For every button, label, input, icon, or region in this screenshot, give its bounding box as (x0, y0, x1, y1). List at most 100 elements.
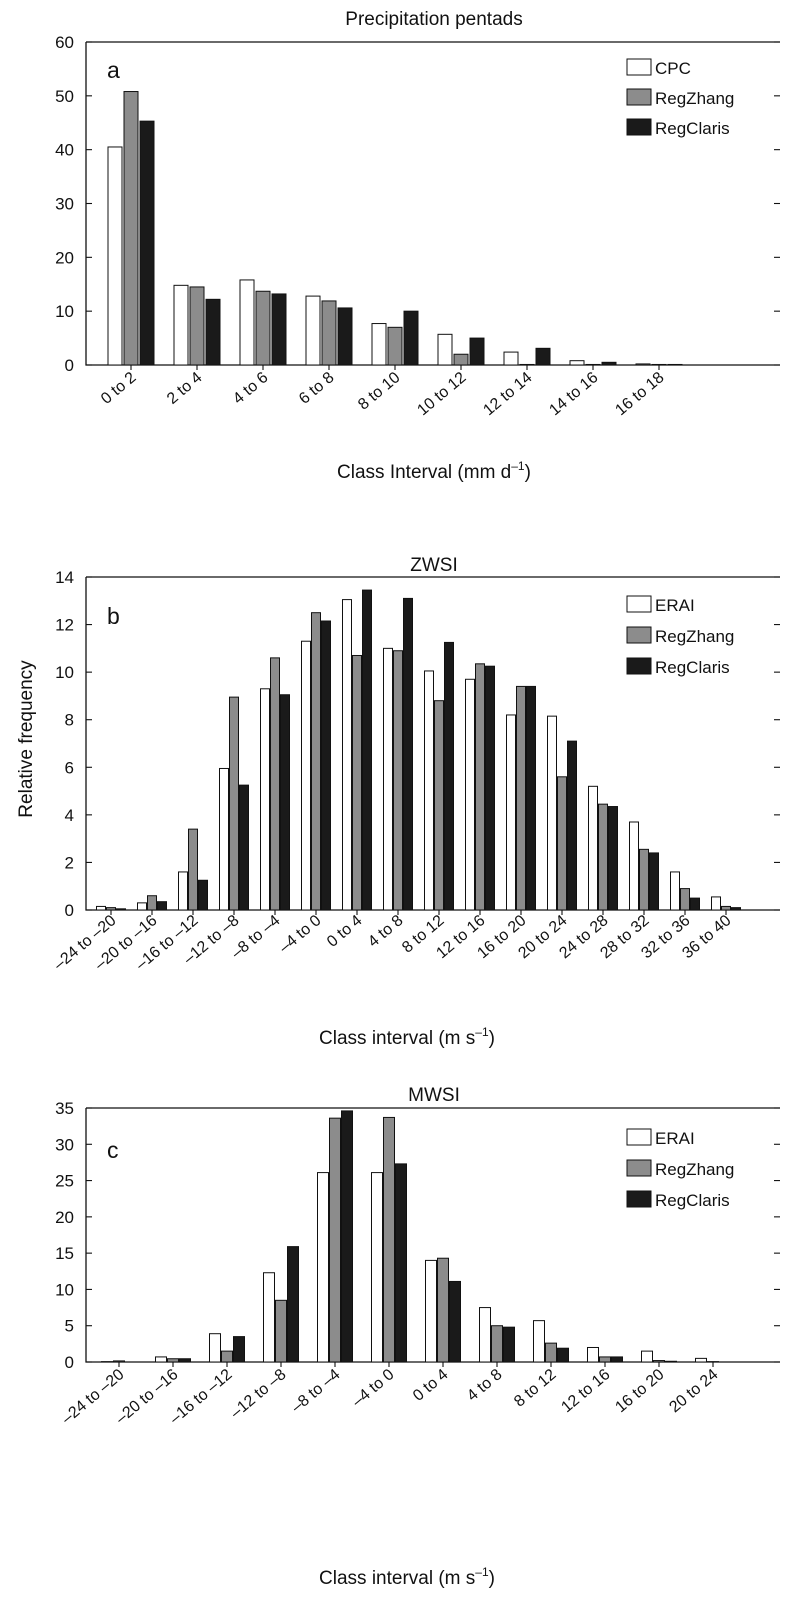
x-tick-label: –4 to 0 (349, 1366, 397, 1411)
bar (503, 1326, 515, 1363)
legend-swatch (626, 595, 652, 613)
legend-swatch (626, 1128, 652, 1146)
bar (545, 1342, 557, 1363)
bar (535, 347, 551, 366)
legend-entry: ERAI (626, 1128, 695, 1148)
legend-label: CPC (655, 59, 691, 78)
x-tick-label: 16 to 18 (612, 369, 667, 419)
chart-title: ZWSI (410, 555, 458, 576)
bar (270, 657, 280, 911)
bar (106, 907, 116, 911)
y-tick-label: 20 (55, 248, 74, 267)
y-tick-label: 10 (55, 302, 74, 321)
y-tick-label: 60 (55, 33, 74, 52)
y-axis-label: Relative frequency (16, 660, 37, 818)
x-tick-label: –4 to 0 (276, 912, 324, 957)
y-tick-label: 0 (65, 356, 74, 375)
bar (233, 1336, 245, 1363)
bar (680, 888, 690, 911)
legend-label: RegClaris (655, 1191, 730, 1210)
bar (260, 688, 270, 911)
bar (371, 1172, 383, 1363)
x-tick-label: 8 to 10 (355, 369, 403, 414)
bar (588, 785, 598, 911)
x-tick-label: 10 to 12 (414, 369, 469, 419)
bar (403, 597, 413, 911)
bar (321, 300, 337, 366)
y-tick-label: 0 (65, 901, 74, 920)
bar (611, 1356, 623, 1363)
y-tick-label: 30 (55, 1135, 74, 1154)
bar (635, 363, 651, 366)
bar (608, 806, 618, 911)
bar (519, 363, 535, 366)
x-tick-label: 4 to 6 (230, 369, 272, 408)
legend-label: ERAI (655, 1129, 695, 1148)
bar (221, 1350, 233, 1363)
y-tick-label: 10 (55, 663, 74, 682)
bar (651, 363, 667, 366)
legend-entry: RegZhang (626, 88, 734, 108)
legend-label: RegZhang (655, 89, 734, 108)
chart-title: MWSI (408, 1085, 460, 1106)
bar (569, 360, 585, 366)
bar (598, 803, 608, 911)
bar (665, 1360, 677, 1363)
bar (599, 1356, 611, 1363)
x-tick-label: 8 to 12 (511, 1366, 559, 1411)
bar (465, 678, 475, 911)
legend-entry: RegClaris (626, 1190, 730, 1210)
legend-swatch (626, 88, 652, 106)
bar (229, 696, 239, 911)
bar (352, 654, 362, 911)
y-tick-label: 5 (65, 1317, 74, 1336)
bar (731, 907, 741, 911)
bar (113, 1360, 125, 1363)
x-tick-label: 14 to 16 (546, 369, 601, 419)
bar (198, 879, 208, 911)
legend-label: RegZhang (655, 627, 734, 646)
legend: ERAI RegZhang RegClaris (626, 1128, 734, 1210)
bar (271, 293, 287, 366)
bar (395, 1163, 407, 1363)
bar (157, 901, 167, 911)
bar (239, 784, 249, 911)
bar (155, 1356, 167, 1363)
chart-panel-a: Precipitation pentads a Class Interval (… (55, 9, 780, 483)
bar (255, 290, 271, 366)
bar (107, 146, 123, 366)
bar (337, 307, 353, 366)
bar (167, 1358, 179, 1363)
bar (449, 1280, 461, 1363)
bar (362, 589, 372, 911)
bar (387, 326, 403, 366)
bar (526, 685, 536, 911)
bar (178, 871, 188, 911)
bar (444, 641, 454, 911)
bar (311, 612, 321, 911)
x-tick-label: 12 to 16 (558, 1366, 613, 1416)
bar (179, 1358, 191, 1363)
y-tick-label: 50 (55, 87, 74, 106)
x-tick-label: 16 to 20 (612, 1366, 667, 1416)
bar (557, 1347, 569, 1363)
legend-swatch (626, 657, 652, 675)
bar (147, 895, 157, 911)
bar (371, 323, 387, 366)
x-axis-label: Class interval (m s–1) (319, 1565, 495, 1589)
y-tick-label: 2 (65, 853, 74, 872)
x-tick-label: 6 to 8 (296, 369, 338, 408)
bar (690, 897, 700, 911)
y-tick-label: 40 (55, 141, 74, 160)
legend-entry: RegClaris (626, 657, 730, 677)
bar (557, 776, 567, 911)
bar (516, 685, 526, 911)
bar (383, 647, 393, 911)
bar (453, 353, 469, 366)
bar (639, 848, 649, 911)
y-tick-label: 30 (55, 195, 74, 214)
bar (491, 1325, 503, 1363)
legend-label: RegClaris (655, 658, 730, 677)
legend-entry: RegZhang (626, 626, 734, 646)
bar (239, 279, 255, 366)
